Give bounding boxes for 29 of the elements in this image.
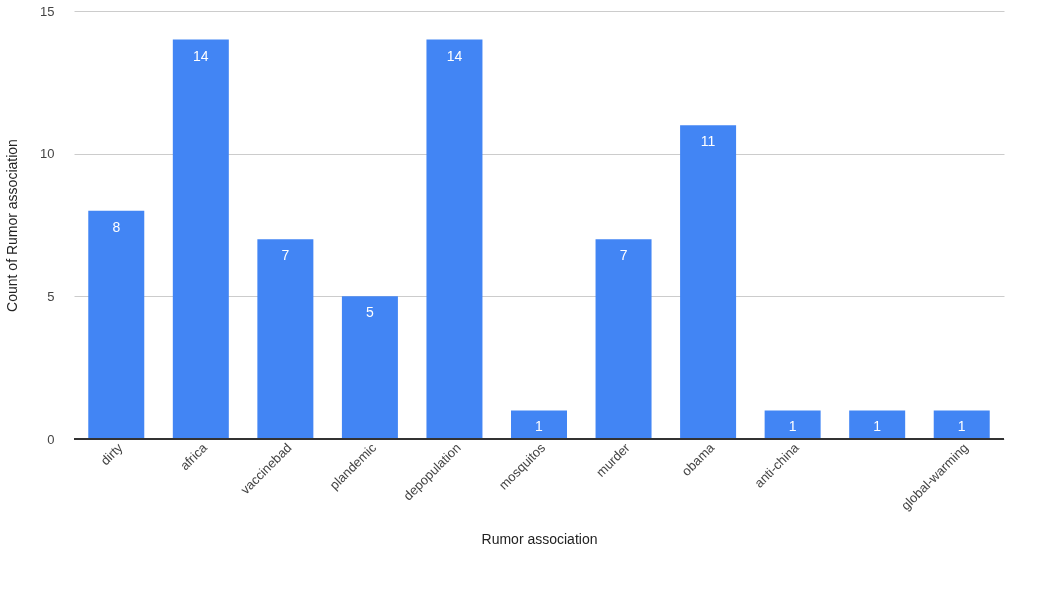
y-tick-label: 0 [47,431,55,447]
data-label: 1 [535,418,544,435]
bar [595,239,652,439]
bar [341,296,398,439]
bar [172,39,229,439]
bar [426,39,483,439]
data-label: 1 [873,418,882,435]
data-label: 8 [112,218,121,235]
y-axis-title: Count of Rumor association [4,139,21,312]
bar [680,125,737,439]
y-tick-label: 5 [47,288,55,304]
data-label: 7 [619,247,628,264]
bar [88,210,145,439]
y-tick-label: 15 [40,3,55,19]
data-label: 11 [700,133,716,150]
x-tick-label: dirty [97,439,126,469]
bar [511,410,567,439]
data-label: 14 [446,47,463,64]
bar [849,410,906,439]
data-label: 1 [788,418,797,435]
bar [257,239,314,439]
data-label: 5 [366,304,375,321]
data-label: 14 [193,47,209,64]
bar [764,410,821,439]
bar [933,410,990,439]
x-axis-title: Rumor association [481,531,598,548]
data-label: 1 [957,418,966,435]
data-label: 7 [281,247,290,264]
y-tick-label: 10 [40,146,55,162]
